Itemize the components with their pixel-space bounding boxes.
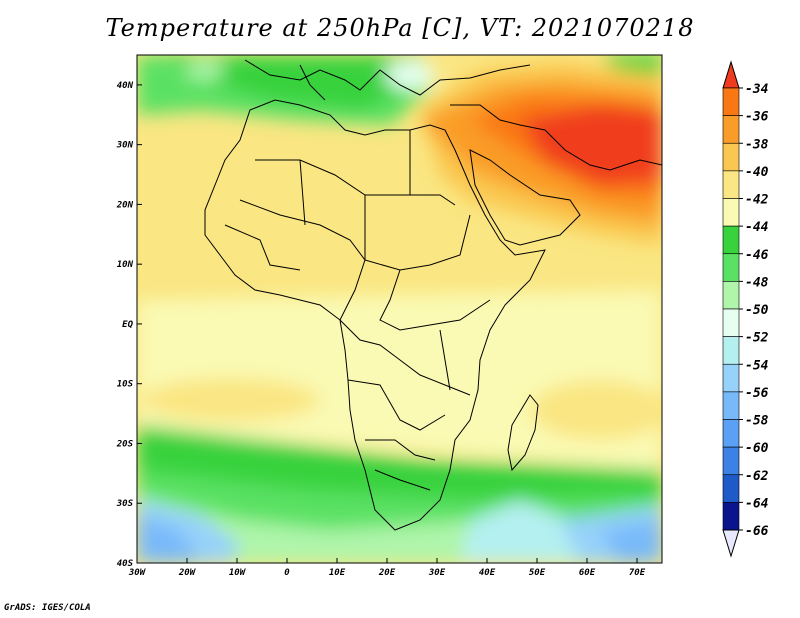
- colorbar-swatch: [722, 446, 740, 476]
- colorbar: -34 -36 -38 -40 -42 -44 -46 -48 -50 -52 -54 -56 -58 -…: [722, 60, 769, 558]
- lon-tick-label: 10W: [229, 568, 247, 578]
- credit-text: GrADS: IGES/COLA: [4, 603, 91, 613]
- colorbar-label: -48: [745, 275, 769, 290]
- lon-tick-label: 70E: [629, 568, 646, 578]
- colorbar-label: -58: [745, 414, 769, 429]
- colorbar-bottom-arrow: [722, 529, 740, 558]
- lat-tick-label: 20N: [116, 200, 134, 210]
- lat-tick-label: 20S: [116, 439, 134, 449]
- colorbar-label: -34: [745, 82, 769, 97]
- colorbar-swatch: [722, 225, 740, 255]
- colorbar-label: -60: [745, 441, 769, 456]
- colorbar-swatch: [722, 87, 740, 116]
- lat-tick-label: 10N: [117, 260, 134, 270]
- lon-tick-label: 30E: [428, 568, 446, 578]
- colorbar-label: -46: [745, 248, 769, 263]
- temperature-field: [137, 55, 662, 563]
- colorbar-label: -56: [745, 386, 769, 401]
- madagascar-coastline: [507, 394, 539, 472]
- colorbar-top-arrow: [722, 60, 740, 89]
- arabia-coastline: [469, 149, 581, 246]
- colorbar-label: -62: [745, 469, 769, 484]
- colorbar-label: -50: [745, 303, 769, 318]
- lat-tick-label: 10S: [117, 380, 134, 390]
- lat-tick-label: 40S: [117, 559, 134, 569]
- lon-tick-label: 30W: [128, 568, 147, 578]
- lon-tick-label: 10E: [329, 568, 346, 578]
- lat-tick-label: 30N: [116, 141, 134, 151]
- colorbar-swatch: [722, 142, 740, 172]
- colorbar-swatch: [722, 363, 740, 393]
- colorbar-swatch: [722, 170, 740, 199]
- lat-tick-label: 30S: [116, 499, 134, 509]
- colorbar-label: -54: [745, 358, 769, 373]
- colorbar-label: -52: [745, 331, 769, 346]
- africa-coastline: [204, 99, 546, 531]
- europe-coastline: [244, 59, 531, 96]
- colorbar-label: -36: [745, 110, 769, 125]
- lon-tick-label: 50E: [529, 568, 546, 578]
- colorbar-swatch: [722, 115, 740, 144]
- colorbar-label: -42: [745, 193, 769, 208]
- colorbar-swatch: [722, 336, 740, 365]
- colorbar-label: -38: [745, 137, 769, 152]
- colorbar-swatch: [722, 502, 740, 531]
- colorbar-label: -44: [745, 220, 769, 235]
- map-frame: [136, 54, 663, 564]
- colorbar-swatch: [722, 474, 740, 503]
- lon-tick-label: 20W: [178, 568, 197, 578]
- colorbar-swatch: [722, 419, 740, 448]
- lon-tick-label: 0: [284, 568, 290, 578]
- lon-tick-label: 40E: [479, 568, 496, 578]
- colorbar-label: -40: [745, 165, 769, 180]
- colorbar-swatch: [722, 281, 740, 310]
- map-title: Temperature at 250hPa [C], VT: 202107021…: [105, 14, 695, 42]
- colorbar-swatch: [722, 253, 740, 282]
- colorbar-swatch: [722, 308, 740, 337]
- latitude-axis: 40N 30N 20N 10N EQ 10S 20S 30S 40S: [116, 81, 142, 569]
- lat-tick-label: EQ: [122, 320, 133, 330]
- colorbar-label: -66: [745, 524, 769, 539]
- coastlines: [204, 59, 662, 531]
- colorbar-label: -64: [745, 496, 769, 511]
- lon-tick-label: 20E: [378, 568, 396, 578]
- longitude-axis: 30W 20W 10W 0 10E 20E 30E 40E 50E 60E 70E: [128, 558, 646, 578]
- lon-tick-label: 60E: [579, 568, 596, 578]
- colorbar-swatch: [722, 391, 740, 420]
- lat-tick-label: 40N: [117, 81, 134, 91]
- colorbar-swatch: [722, 198, 740, 227]
